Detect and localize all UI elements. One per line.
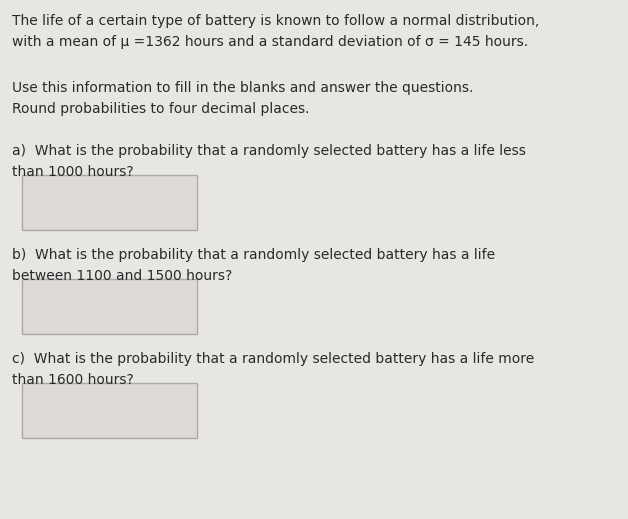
Text: with a mean of μ =1362 hours and a standard deviation of σ = 145 hours.: with a mean of μ =1362 hours and a stand… [12,35,528,49]
Bar [22,279,197,334]
Text: b)  What is the probability that a randomly selected battery has a life: b) What is the probability that a random… [12,248,495,262]
Text: The life of a certain type of battery is known to follow a normal distribution,: The life of a certain type of battery is… [12,14,539,28]
Text: than 1000 hours?: than 1000 hours? [12,165,134,179]
Text: than 1600 hours?: than 1600 hours? [12,373,134,387]
Bar [22,383,197,438]
Text: a)  What is the probability that a randomly selected battery has a life less: a) What is the probability that a random… [12,144,526,158]
Bar [22,175,197,230]
Text: Use this information to fill in the blanks and answer the questions.: Use this information to fill in the blan… [12,81,474,95]
Text: c)  What is the probability that a randomly selected battery has a life more: c) What is the probability that a random… [12,352,534,366]
Text: Round probabilities to four decimal places.: Round probabilities to four decimal plac… [12,102,310,116]
Text: between 1100 and 1500 hours?: between 1100 and 1500 hours? [12,269,232,283]
